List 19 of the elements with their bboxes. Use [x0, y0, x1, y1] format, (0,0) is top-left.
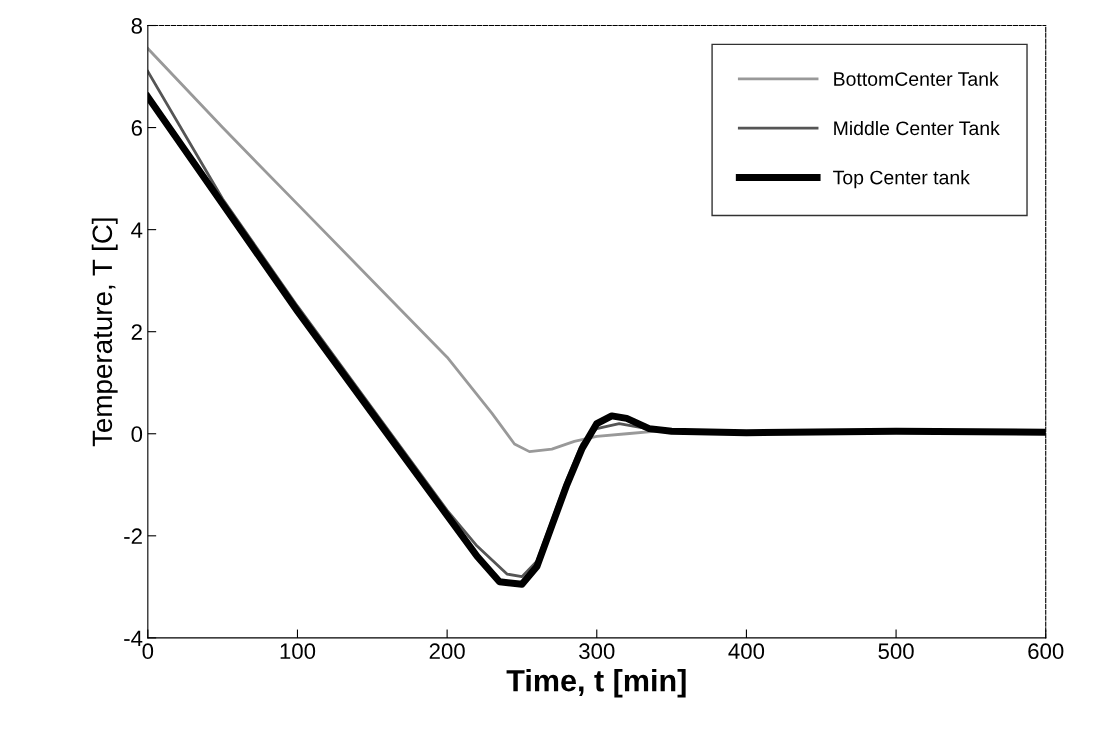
legend-label: Middle Center Tank [834, 120, 1000, 136]
x-tick-label: 0 [142, 643, 154, 660]
x-axis-title: Time, t [min] [506, 669, 686, 698]
y-tick-label: 2 [131, 324, 142, 340]
x-tick-label: 300 [579, 643, 615, 660]
x-tick-label: 400 [728, 643, 765, 660]
y-tick-label: -2 [124, 528, 142, 544]
y-tick-label: 8 [131, 18, 142, 34]
x-tick-label: 100 [280, 643, 316, 660]
legend-label: Top Center tank [833, 170, 970, 189]
y-tick-label: 4 [131, 222, 143, 238]
x-tick-label: 200 [429, 643, 465, 660]
y-tick-label: 0 [131, 426, 143, 443]
legend-label: BottomCenter Tank [834, 71, 999, 86]
y-tick-label: 6 [131, 120, 142, 136]
x-tick-label: 500 [878, 643, 914, 660]
y-axis-title: Temperature, T [C] [91, 218, 118, 447]
x-tick-label: 600 [1028, 643, 1064, 660]
y-tick-label: -4 [124, 630, 143, 646]
